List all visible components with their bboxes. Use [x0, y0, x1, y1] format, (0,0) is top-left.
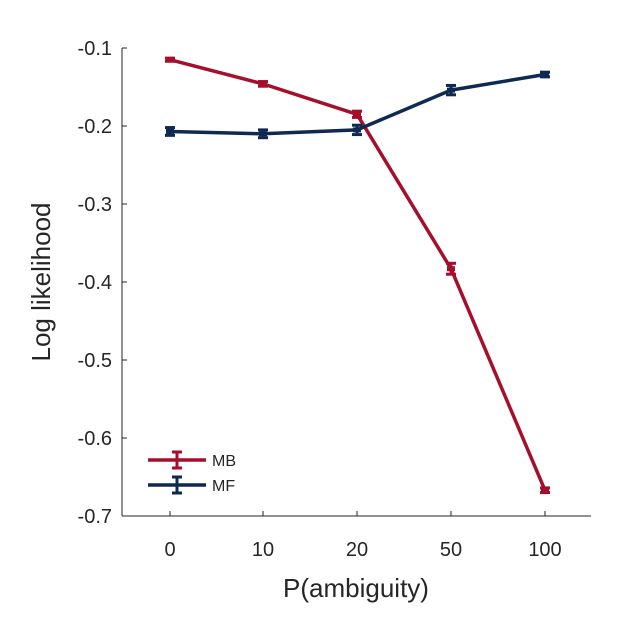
y-tick-label: -0.7: [78, 506, 112, 528]
x-axis-title: P(ambiguity): [283, 573, 429, 603]
error-bar: [540, 70, 550, 79]
series-layer: [165, 56, 550, 495]
legend: MB MF: [148, 450, 236, 495]
data-point: [259, 81, 267, 87]
error-bar: [165, 126, 175, 137]
data-point: [166, 57, 174, 63]
x-tick-label: 20: [346, 539, 368, 561]
y-axis-title: Log likelihood: [26, 202, 56, 361]
data-point: [353, 111, 361, 117]
data-point: [541, 487, 549, 493]
data-point: [259, 131, 267, 137]
y-tick-label: -0.3: [78, 194, 112, 216]
series-mb: [165, 56, 550, 495]
error-bar: [352, 123, 362, 137]
error-bar: [446, 261, 456, 276]
error-bar: [258, 80, 268, 88]
data-point: [541, 72, 549, 78]
error-bar: [165, 56, 175, 63]
error-bar: [258, 128, 268, 140]
x-tick-label: 0: [164, 539, 175, 561]
y-tick-label: -0.5: [78, 350, 112, 372]
x-tick-label: 10: [252, 539, 274, 561]
error-bar: [446, 83, 456, 97]
error-bar: [540, 486, 550, 495]
y-tick-label: -0.1: [78, 38, 112, 60]
legend-label: MB: [212, 453, 236, 470]
data-point: [353, 127, 361, 133]
y-tick-label: -0.4: [78, 272, 112, 294]
error-bar: [352, 109, 362, 119]
x-tick-label: 100: [528, 539, 561, 561]
x-tick-label: 50: [440, 539, 462, 561]
y-tick-label: -0.2: [78, 116, 112, 138]
axes: -0.1 -0.2 -0.3 -0.4 -0.5 -0.6 -0.7 0 10 20 50 100: [78, 38, 591, 561]
legend-item-mf: MF: [148, 475, 235, 495]
data-point: [166, 128, 174, 134]
series-mf: [165, 70, 550, 140]
y-tick-label: -0.6: [78, 428, 112, 450]
legend-item-mb: MB: [148, 450, 236, 470]
legend-label: MF: [212, 478, 235, 495]
data-point: [447, 87, 455, 93]
data-point: [447, 266, 455, 272]
